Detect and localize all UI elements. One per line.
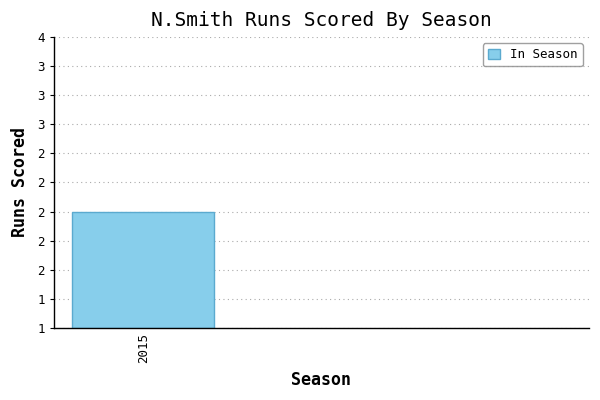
X-axis label: Season: Season <box>292 371 352 389</box>
Legend: In Season: In Season <box>482 44 583 66</box>
Y-axis label: Runs Scored: Runs Scored <box>11 128 29 238</box>
Title: N.Smith Runs Scored By Season: N.Smith Runs Scored By Season <box>151 11 492 30</box>
Bar <box>72 212 214 328</box>
